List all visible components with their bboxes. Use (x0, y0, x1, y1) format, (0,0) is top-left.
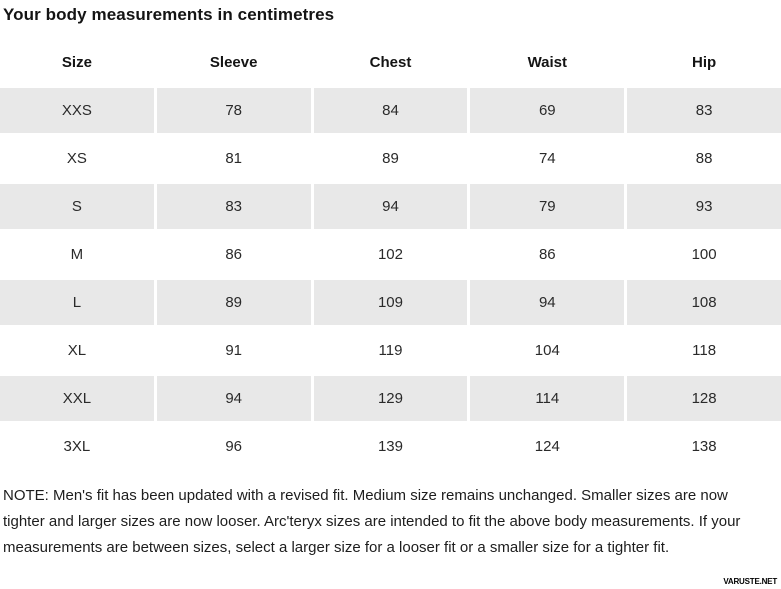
size-label-cell: 3XL (63, 438, 91, 455)
measurement-value-cell: 83 (627, 88, 781, 133)
size-guide-page: Your body measurements in centimetres Si… (0, 5, 781, 586)
column-header-sleeve: Sleeve (209, 54, 258, 71)
measurement-value-cell: 94 (313, 184, 468, 229)
measurement-value-cell: 128 (627, 376, 781, 421)
measurement-value-cell: 81 (225, 150, 243, 167)
size-label-cell: S (0, 184, 154, 229)
size-label-cell: XS (66, 150, 87, 167)
size-label-cell: XXS (0, 88, 154, 133)
column-header-hip: Hip (692, 54, 717, 71)
measurement-value-cell: 89 (382, 150, 399, 167)
measurement-value-cell: 69 (470, 88, 625, 133)
measurement-value-cell: 129 (313, 376, 468, 421)
column-header-size: Size (61, 54, 92, 71)
watermark-varuste-net: VARUSTE.NET (723, 577, 777, 586)
measurement-value-cell: 109 (313, 280, 468, 325)
size-label-cell: M (70, 246, 84, 263)
column-header-chest: Chest (369, 54, 412, 71)
measurement-value-cell: 139 (377, 438, 403, 455)
measurement-value-cell: 138 (691, 438, 717, 455)
measurement-value-cell: 79 (470, 184, 625, 229)
measurement-value-cell: 78 (156, 88, 311, 133)
measurement-value-cell: 118 (692, 342, 717, 359)
measurement-value-cell: 104 (534, 342, 560, 359)
measurement-value-cell: 86 (538, 246, 556, 263)
size-label-cell: L (0, 280, 154, 325)
measurement-value-cell: 94 (156, 376, 311, 421)
size-label-cell: XL (67, 342, 87, 359)
size-label-cell: XXL (0, 376, 154, 421)
measurement-value-cell: 96 (225, 438, 243, 455)
measurement-value-cell: 108 (627, 280, 781, 325)
measurement-value-cell: 83 (156, 184, 311, 229)
size-table: Size Sleeve Chest Waist Hip XXS 78 84 69 83 X… (0, 40, 781, 469)
measurement-value-cell: 74 (538, 150, 556, 167)
measurement-value-cell: 114 (470, 376, 625, 421)
measurement-value-cell: 102 (377, 246, 403, 263)
page-title: Your body measurements in centimetres (3, 5, 335, 24)
measurement-value-cell: 88 (695, 150, 713, 167)
measurement-value-cell: 100 (691, 246, 717, 263)
measurement-value-cell: 124 (534, 438, 560, 455)
measurement-value-cell: 93 (627, 184, 781, 229)
measurement-value-cell: 91 (225, 342, 243, 359)
measurement-value-cell: 89 (156, 280, 311, 325)
column-header-waist: Waist (527, 54, 568, 71)
measurement-value-cell: 86 (225, 246, 243, 263)
measurement-value-cell: 94 (470, 280, 625, 325)
measurement-value-cell: 84 (313, 88, 468, 133)
note-text: NOTE: Men's fit has been updated with a … (3, 487, 741, 556)
measurement-value-cell: 119 (378, 342, 403, 359)
